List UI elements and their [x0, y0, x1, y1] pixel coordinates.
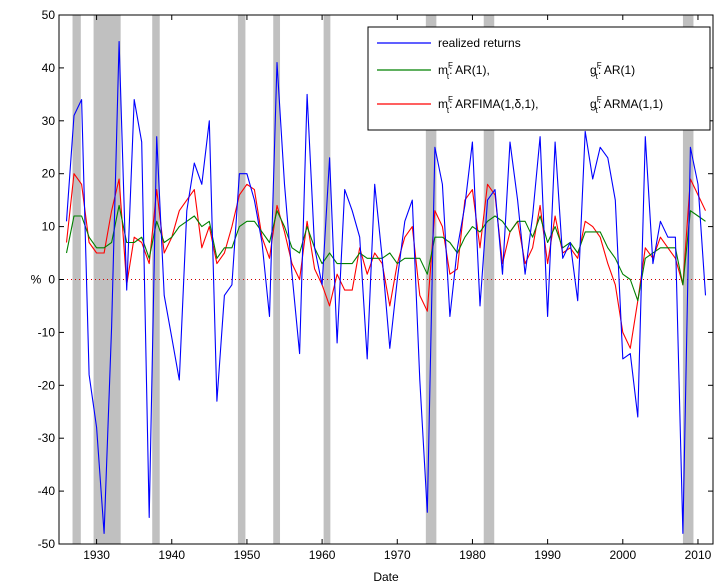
recession-band: [273, 15, 281, 544]
legend-label-ar-g: gF t: AR(1): [590, 61, 635, 81]
x-tick-label: 1960: [309, 548, 336, 562]
y-tick-label: -20: [38, 378, 56, 392]
recession-band: [237, 15, 246, 544]
x-tick-label: 1930: [83, 548, 110, 562]
y-tick-label: -40: [38, 484, 56, 498]
y-axis-title: %: [31, 273, 42, 287]
recession-band: [72, 15, 81, 544]
y-tick-label: 50: [42, 8, 56, 22]
series-line-ar1: [65, 204, 706, 302]
x-tick-label: 1940: [158, 548, 185, 562]
x-axis-title: Date: [373, 570, 399, 584]
legend-box: [367, 26, 711, 131]
x-tick-label: 2000: [609, 548, 636, 562]
legend-label-ar-m: mF t: AR(1),: [438, 61, 490, 81]
x-tick-label: 1990: [534, 548, 561, 562]
legend-label-arfima-m: mF t: ARFIMA(1,δ,1),: [438, 95, 539, 115]
y-tick-label: -50: [38, 537, 56, 551]
y-tick-label: 40: [42, 61, 56, 75]
recession-band: [483, 15, 495, 544]
legend-label-arfima-g: gF t: ARMA(1,1): [590, 95, 663, 115]
legend: realized returns mF t: AR(1), gF t: AR(1) mF t…: [367, 26, 711, 131]
legend-label-realized: realized returns: [438, 36, 521, 50]
y-tick-label: 0: [48, 273, 55, 287]
y-tick-label: 30: [42, 114, 56, 128]
series-layer: [65, 40, 707, 534]
y-tick-label: -30: [38, 431, 56, 445]
x-tick-label: 1950: [234, 548, 261, 562]
series-line-realized-returns: [65, 40, 707, 534]
y-tick-label: 10: [42, 220, 56, 234]
axis-ticks-layer: 1930 1940 1950 1960 1970 1980 1990 2000 2010-50-…: [38, 8, 713, 562]
x-tick-label: 2010: [685, 548, 712, 562]
recession-band: [323, 15, 331, 544]
y-tick-label: -10: [38, 325, 56, 339]
y-tick-label: 20: [42, 167, 56, 181]
x-tick-label: 1980: [459, 548, 486, 562]
x-tick-label: 1970: [384, 548, 411, 562]
series-line-arfima: [65, 173, 706, 349]
